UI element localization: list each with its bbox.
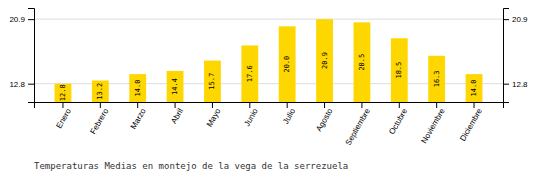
bar xyxy=(241,45,258,102)
tick: Diciembre xyxy=(458,102,484,143)
tick-mark xyxy=(474,102,475,108)
plot: 12.8 20.9 12.8 20.9 Enero Febrero Marzo Abril Ma… xyxy=(9,9,528,147)
tick: 20.9 xyxy=(9,15,34,24)
bar xyxy=(92,80,109,102)
tick-label: Junio xyxy=(242,106,260,128)
tick-mark xyxy=(503,19,509,20)
data-label: 12.8 xyxy=(59,84,67,101)
tick-label: Febrero xyxy=(89,106,111,135)
tick: Julio xyxy=(281,102,297,126)
tick-label: Mayo xyxy=(205,106,223,128)
bar xyxy=(129,74,146,102)
tick-mark xyxy=(28,19,34,20)
bar xyxy=(391,38,408,102)
data-label: 20.5 xyxy=(358,54,366,71)
data-label: 14.0 xyxy=(470,80,478,97)
data-label: 15.7 xyxy=(208,73,216,90)
axis-line xyxy=(35,103,504,109)
data-label: 18.5 xyxy=(395,62,403,79)
data-label: 17.6 xyxy=(246,65,254,82)
y-axis-right: 12.8 20.9 xyxy=(503,9,528,103)
chart: 12.8 20.9 12.8 20.9 Enero Febrero Marzo Abril Ma… xyxy=(0,0,537,174)
tick: Agosto xyxy=(314,102,335,133)
tick: Noviembre xyxy=(420,102,447,145)
tick-label: 12.8 xyxy=(9,80,25,89)
tick: Febrero xyxy=(89,102,111,136)
tick-mark xyxy=(249,102,250,108)
tick-mark xyxy=(436,102,437,108)
tick: Abril xyxy=(169,102,185,125)
tick-mark xyxy=(175,102,176,108)
tick-mark xyxy=(287,102,288,108)
grid-line xyxy=(34,19,503,20)
tick-label: 12.8 xyxy=(512,80,528,89)
tick-label: 20.9 xyxy=(9,15,25,24)
tick: Septiembre xyxy=(344,102,373,147)
tick: Junio xyxy=(242,102,260,128)
tick: Mayo xyxy=(205,102,223,128)
data-label: 13.2 xyxy=(96,83,104,100)
data-label: 20.0 xyxy=(283,56,291,73)
data-label: 16.3 xyxy=(433,70,441,87)
tick-mark xyxy=(503,84,509,85)
title: Temperaturas Medias en montejo de la veg… xyxy=(34,161,348,171)
tick-label: Abril xyxy=(169,107,185,126)
bar xyxy=(316,19,333,102)
tick-mark xyxy=(28,84,34,85)
bar xyxy=(466,74,483,102)
tick-label: Septiembre xyxy=(344,107,373,147)
tick-label: Octubre xyxy=(387,107,409,137)
tick-label: Diciembre xyxy=(458,107,484,143)
tick-mark xyxy=(324,102,325,108)
tick: 12.8 xyxy=(503,80,528,89)
bar xyxy=(428,56,445,102)
tick-mark xyxy=(62,102,63,108)
tick-mark xyxy=(137,102,138,108)
tick-label: Enero xyxy=(54,107,73,130)
bar xyxy=(279,26,296,102)
tick: Octubre xyxy=(387,102,409,136)
tick: Enero xyxy=(54,102,73,130)
tick: 20.9 xyxy=(503,15,528,24)
tick-label: Agosto xyxy=(314,106,335,133)
bar xyxy=(55,84,72,102)
data-label: 20.9 xyxy=(321,52,329,69)
axis-line xyxy=(504,9,510,103)
tick-label: Julio xyxy=(281,106,297,125)
tick-mark xyxy=(212,102,213,108)
tick: Marzo xyxy=(129,102,148,131)
tick: 12.8 xyxy=(9,80,34,89)
tick-mark xyxy=(100,102,101,108)
bar xyxy=(167,71,184,102)
bars xyxy=(55,19,483,102)
data-label: 14.0 xyxy=(134,80,142,97)
tick-label: 20.9 xyxy=(512,15,528,24)
data-labels: 12.8 13.2 14.0 14.4 15.7 17.6 20.0 20.9 20.5 18.5… xyxy=(59,52,478,101)
bar xyxy=(204,61,221,102)
axis-line xyxy=(28,9,35,103)
tick-mark xyxy=(399,102,400,108)
tick-label: Noviembre xyxy=(420,107,447,145)
y-axis: 12.8 20.9 xyxy=(9,9,34,103)
data-label: 14.4 xyxy=(171,78,179,95)
bar xyxy=(354,22,371,102)
tick-label: Marzo xyxy=(129,107,148,131)
x-axis: Enero Febrero Marzo Abril Mayo Junio Julio Agos… xyxy=(35,102,504,147)
tick-mark xyxy=(361,102,362,108)
